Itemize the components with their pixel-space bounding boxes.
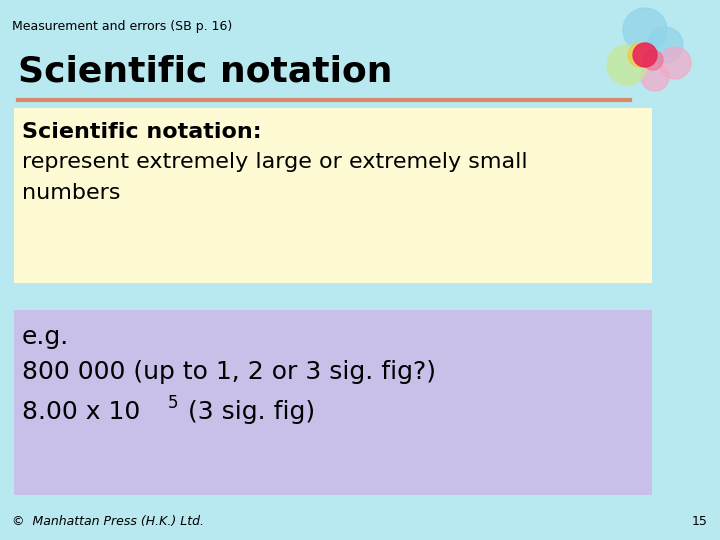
Text: Measurement and errors (SB p. 16): Measurement and errors (SB p. 16) — [12, 20, 233, 33]
Circle shape — [643, 50, 663, 70]
FancyBboxPatch shape — [14, 108, 652, 283]
Circle shape — [633, 43, 657, 67]
Text: 8.00 x 10: 8.00 x 10 — [22, 400, 140, 424]
Circle shape — [623, 8, 667, 52]
Circle shape — [628, 43, 652, 67]
Text: e.g.: e.g. — [22, 325, 69, 349]
Circle shape — [659, 47, 691, 79]
Text: 15: 15 — [692, 515, 708, 528]
Text: ©  Manhattan Press (H.K.) Ltd.: © Manhattan Press (H.K.) Ltd. — [12, 515, 204, 528]
Circle shape — [647, 27, 683, 63]
Text: Scientific notation: Scientific notation — [18, 55, 392, 89]
Text: Scientific notation:: Scientific notation: — [22, 122, 261, 142]
FancyBboxPatch shape — [14, 310, 652, 495]
Circle shape — [607, 45, 647, 85]
Circle shape — [641, 63, 669, 91]
Text: 5: 5 — [168, 394, 179, 412]
Text: numbers: numbers — [22, 183, 120, 203]
Text: 800 000 (up to 1, 2 or 3 sig. fig?): 800 000 (up to 1, 2 or 3 sig. fig?) — [22, 360, 436, 384]
Text: (3 sig. fig): (3 sig. fig) — [180, 400, 315, 424]
Text: represent extremely large or extremely small: represent extremely large or extremely s… — [22, 152, 528, 172]
